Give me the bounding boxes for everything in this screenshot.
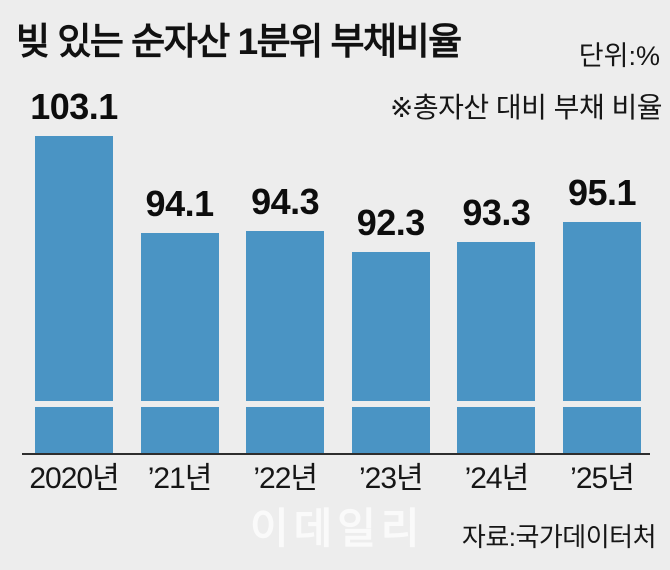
bar-main-segment bbox=[246, 231, 325, 401]
bar-value-label: 93.3 bbox=[462, 192, 531, 233]
x-axis-label: ’24년 bbox=[464, 462, 530, 495]
bar-main-segment bbox=[457, 242, 536, 401]
bar-main-segment bbox=[140, 233, 219, 401]
bar-value-label: 92.3 bbox=[356, 202, 426, 243]
x-axis-label: 2020년 bbox=[29, 462, 119, 495]
chart-title: 빚 있는 순자산 1분위 부채비율 bbox=[16, 21, 462, 62]
bar-stub-segment bbox=[246, 407, 325, 453]
x-axis-label: ’25년 bbox=[570, 462, 635, 495]
bar-stub-segment bbox=[140, 407, 219, 453]
unit-label: 단위:% bbox=[578, 41, 660, 71]
bar-stub-segment bbox=[351, 407, 430, 453]
bar-value-label: 94.3 bbox=[251, 181, 320, 222]
x-axis-line bbox=[22, 453, 650, 455]
x-axis-label: ’22년 bbox=[253, 462, 318, 495]
x-axis-label: ’23년 bbox=[358, 462, 424, 495]
bar-stub-segment bbox=[457, 407, 536, 453]
publisher-watermark: 이데일리 bbox=[250, 505, 425, 552]
bar-main-segment bbox=[563, 222, 641, 401]
bar-main-segment bbox=[35, 136, 113, 401]
bar-main-segment bbox=[351, 252, 430, 401]
bar-value-label: 95.1 bbox=[567, 172, 637, 213]
bar-stub-segment bbox=[563, 407, 641, 453]
source-label: 자료:국가데이터처 bbox=[461, 522, 657, 552]
x-axis-label: ’21년 bbox=[147, 462, 213, 495]
bar-value-label: 103.1 bbox=[30, 86, 118, 127]
chart-note: ※총자산 대비 부채 비율 bbox=[389, 92, 663, 123]
bar-value-label: 94.1 bbox=[145, 183, 215, 224]
bar-stub-segment bbox=[35, 407, 113, 453]
